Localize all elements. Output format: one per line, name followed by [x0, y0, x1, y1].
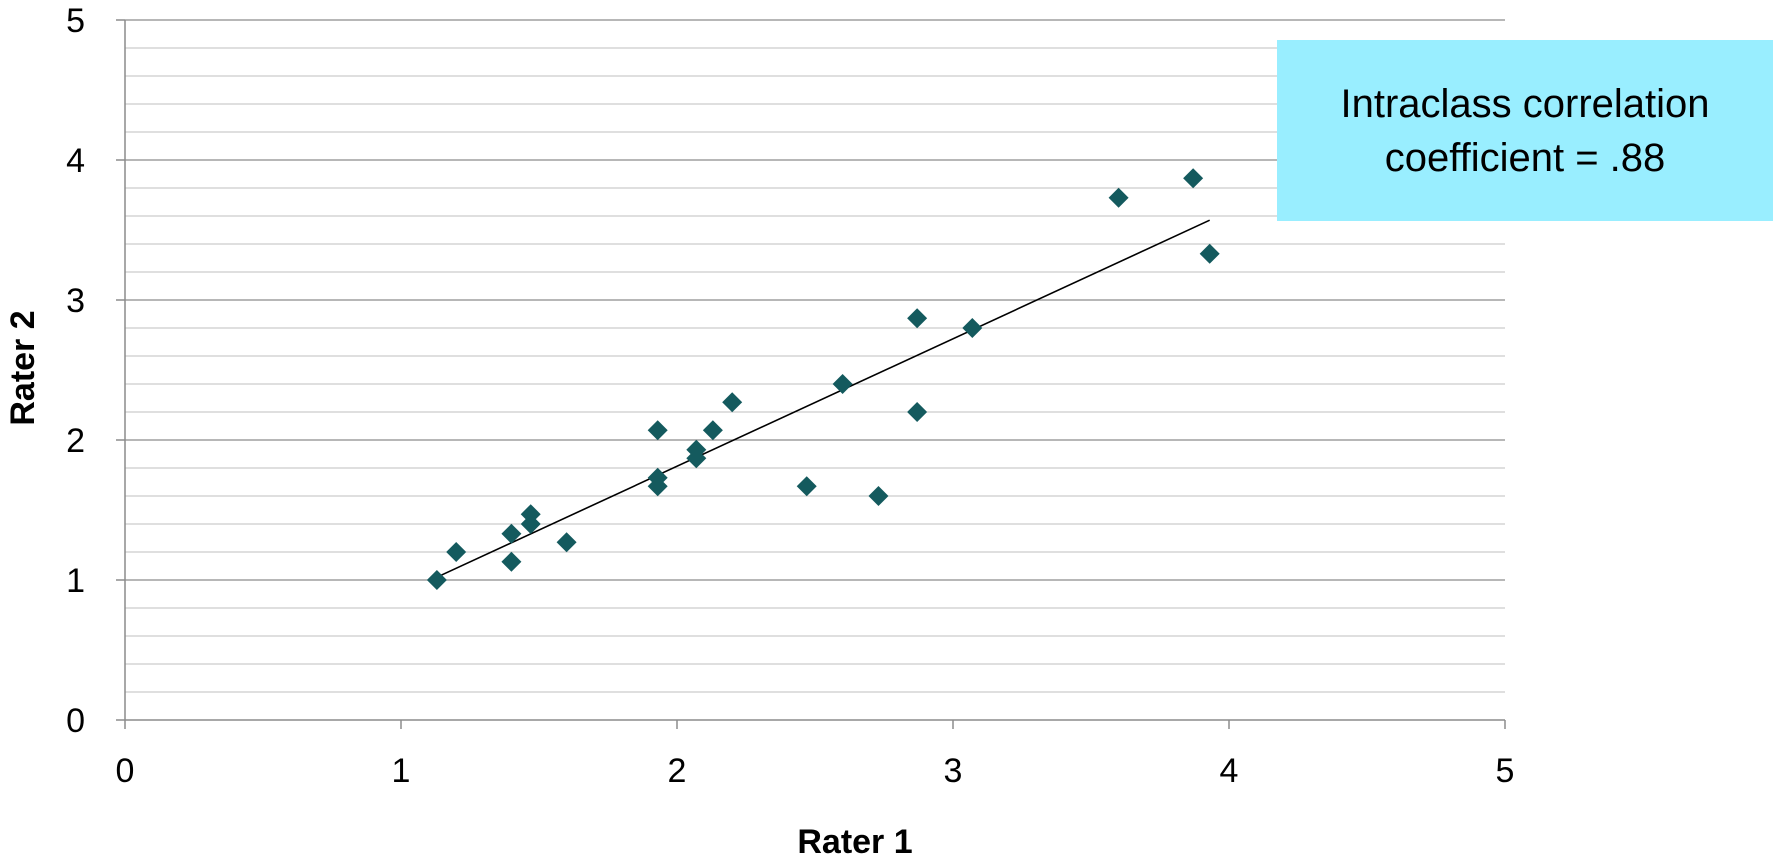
y-tick-label: 2: [66, 422, 85, 460]
x-axis-title: Rater 1: [797, 823, 912, 861]
axes: [124, 20, 1505, 721]
x-tick-label: 1: [392, 752, 411, 790]
y-tick-label: 1: [66, 562, 85, 600]
data-point: [1183, 168, 1204, 189]
y-tick-label: 0: [66, 702, 85, 740]
icc-annotation-box: Intraclass correlation coefficient = .88: [1277, 40, 1773, 221]
data-point: [962, 318, 983, 338]
data-point: [832, 374, 853, 394]
data-point: [647, 420, 668, 441]
data-points: [426, 168, 1220, 590]
y-tick-label: 4: [66, 142, 85, 180]
annotation-line-2: coefficient = .88: [1384, 135, 1666, 180]
data-point: [501, 551, 522, 572]
y-tick-label: 3: [66, 282, 85, 320]
data-point: [686, 448, 707, 469]
y-tick-label: 5: [66, 2, 85, 40]
data-point: [1108, 187, 1129, 208]
data-point: [796, 476, 817, 497]
x-tick-label: 3: [944, 752, 963, 790]
y-axis-title: Rater 2: [4, 310, 42, 425]
x-tick-label: 4: [1220, 752, 1239, 790]
data-point: [1199, 243, 1220, 264]
annotation-line-1: Intraclass correlation: [1340, 81, 1710, 126]
tick-labels: 0 1 2 3 4 5 0 1 2 3 4 5: [66, 2, 1514, 790]
data-point: [907, 402, 928, 422]
x-tick-label: 5: [1496, 752, 1515, 790]
data-point: [868, 486, 889, 506]
trendline: [436, 219, 1211, 578]
data-point: [520, 514, 541, 534]
data-point: [907, 308, 928, 329]
data-point: [702, 420, 723, 441]
gridlines: [125, 19, 1505, 693]
data-point: [722, 392, 743, 413]
x-tick-label: 0: [116, 752, 135, 790]
data-point: [501, 523, 522, 544]
data-point: [556, 532, 577, 553]
data-point: [446, 542, 467, 562]
x-tick-label: 2: [668, 752, 687, 790]
data-point: [426, 570, 447, 590]
data-point: [647, 476, 668, 497]
